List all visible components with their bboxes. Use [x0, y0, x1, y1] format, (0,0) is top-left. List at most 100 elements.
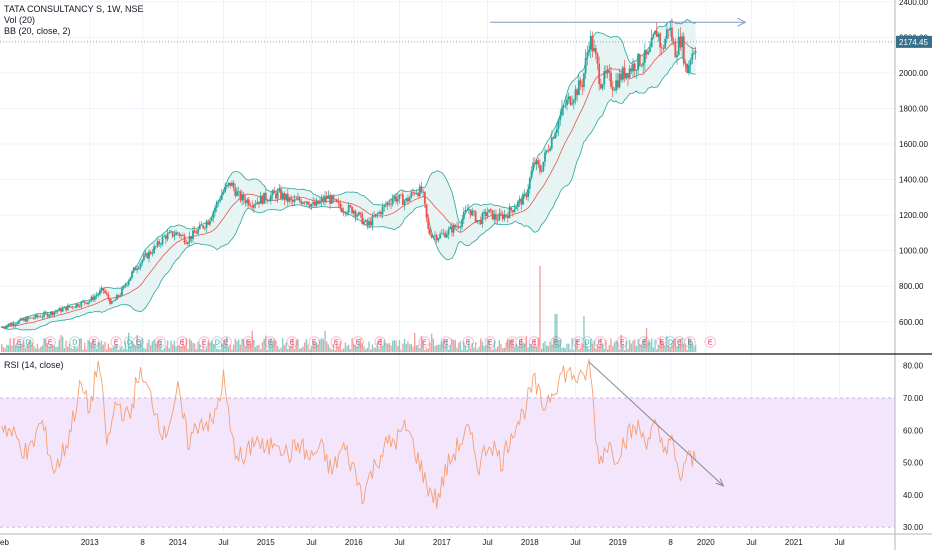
rsi-series-line: [1, 359, 697, 509]
symbol-title[interactable]: TATA CONSULTANCY S, 1W, NSE: [4, 4, 144, 14]
candle-body: [555, 128, 558, 134]
volume-bar: [207, 340, 209, 352]
candle-body: [379, 211, 382, 215]
candle-body: [154, 246, 157, 248]
volume-bar: [436, 344, 438, 352]
volume-bar: [649, 342, 651, 352]
volume-bar: [361, 343, 363, 352]
candle-body: [605, 71, 607, 74]
volume-bar: [627, 348, 629, 352]
candle-body: [36, 314, 39, 317]
candle-body: [337, 201, 340, 203]
drawing-annotations[interactable]: [0, 17, 895, 487]
volume-bar: [187, 349, 189, 352]
candle-body: [368, 221, 370, 226]
volume-bar: [315, 342, 318, 352]
candle-body: [283, 193, 286, 201]
candle-body: [302, 202, 304, 204]
volume-bar: [26, 344, 28, 352]
time-tick-label: Jul: [746, 538, 756, 547]
event-letter: E: [202, 340, 207, 347]
volume-bar: [173, 340, 176, 352]
candle-body: [46, 313, 49, 317]
candle-body: [420, 186, 423, 193]
volume-bar: [530, 344, 533, 352]
candle-body: [4, 327, 7, 329]
volume-bar: [512, 340, 514, 352]
candle-body: [469, 209, 472, 216]
volume-bar: [598, 345, 600, 352]
candle-body: [689, 60, 692, 66]
candle-body: [540, 171, 543, 172]
volume-bar: [603, 348, 605, 352]
volume-bar: [48, 346, 50, 352]
candle-body: [354, 210, 357, 217]
candle-body: [151, 253, 154, 254]
candle-body: [87, 302, 89, 304]
candle-body: [566, 99, 568, 105]
price-tick-label: 2000.00: [899, 69, 928, 78]
volume-bar: [628, 339, 631, 352]
volume-bar: [623, 349, 626, 352]
candle-body: [317, 200, 320, 204]
volume-bar: [368, 341, 370, 352]
volume-bar: [574, 338, 577, 352]
volume-bar: [356, 346, 358, 352]
volume-label[interactable]: Vol (20): [4, 15, 36, 25]
rsi-label[interactable]: RSI (14, close): [4, 360, 64, 370]
candle-body: [225, 185, 228, 187]
volume-bar: [419, 348, 421, 352]
candle-body: [395, 196, 397, 202]
candle-body: [319, 200, 321, 204]
candle-body: [637, 54, 639, 71]
volume-bar: [363, 346, 365, 352]
candle-body: [591, 35, 594, 52]
candle-body: [144, 253, 147, 256]
candle-body: [170, 231, 172, 233]
bollinger-label[interactable]: BB (20, close, 2): [4, 26, 71, 36]
volume-bar: [376, 341, 379, 352]
candle-body: [244, 199, 247, 204]
volume-bar: [263, 338, 265, 352]
volume-bar: [388, 342, 391, 352]
candle-body: [139, 263, 142, 268]
volume-bar: [329, 347, 331, 352]
volume-bar: [620, 334, 622, 352]
candle-body: [324, 196, 326, 202]
volume-bar: [449, 345, 451, 352]
volume-bar: [568, 343, 570, 352]
volume-bar: [502, 348, 504, 352]
candle-body: [200, 224, 203, 226]
candle-body: [55, 311, 57, 313]
volume-bar: [546, 345, 548, 352]
candle-body: [97, 294, 100, 296]
candle-body: [457, 226, 460, 228]
candle-body: [552, 137, 555, 139]
candle-body: [327, 196, 330, 199]
candle-body: [606, 70, 609, 74]
candle-body: [115, 295, 118, 300]
candle-body: [574, 89, 577, 101]
candle-body: [571, 102, 573, 105]
candle-body: [22, 318, 25, 321]
volume-bar: [327, 344, 330, 352]
volume-bar: [166, 340, 169, 352]
candle-body: [291, 199, 294, 202]
candle-body: [239, 191, 242, 201]
volume-bar: [664, 346, 666, 352]
volume-bar: [667, 344, 670, 352]
volume-bar: [116, 344, 118, 352]
volume-bar: [309, 349, 311, 352]
candle-body: [66, 305, 69, 311]
event-letter: E: [136, 340, 141, 347]
volume-bar: [58, 339, 61, 352]
candle-body: [649, 47, 651, 52]
volume-bar: [182, 340, 184, 352]
volume-bar: [168, 348, 171, 352]
event-letter: E: [17, 340, 22, 347]
candle-body: [539, 164, 541, 172]
volume-bar: [33, 345, 35, 352]
volume-bar: [256, 345, 259, 352]
price-tick-label: 1800.00: [899, 104, 928, 113]
